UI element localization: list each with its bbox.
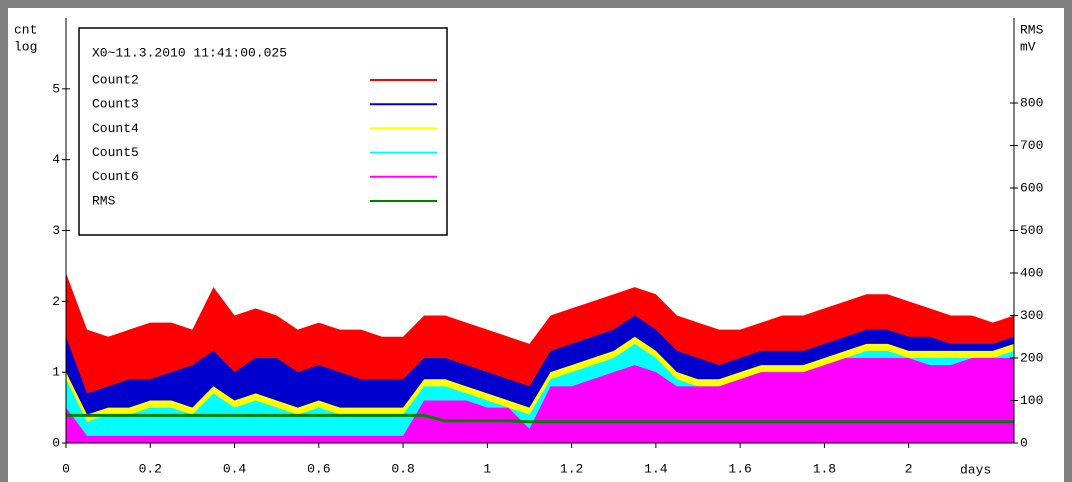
x-tick-label: 1.6 [728, 461, 751, 476]
rms-line [66, 413, 1014, 424]
y2-tick-label: 300 [1020, 308, 1043, 323]
legend-label: Count3 [92, 97, 139, 112]
legend-title: X0~11.3.2010 11:41:00.025 [92, 45, 287, 60]
legend: X0~11.3.2010 11:41:00.025 Count2 Count3 Co… [78, 27, 448, 236]
x-tick-label: 0.2 [139, 461, 162, 476]
y-label: cnt [14, 22, 37, 37]
legend-label: Count2 [92, 72, 139, 87]
x-tick-label: 0.4 [223, 461, 247, 476]
legend-label: Count4 [92, 121, 139, 136]
y2-tick-label: 600 [1020, 180, 1043, 195]
y-tick-label: 1 [52, 365, 60, 380]
x-tick-label: 1.2 [560, 461, 583, 476]
x-label: days [960, 462, 991, 477]
x-tick-label: 0 [62, 461, 70, 476]
y2-label: mV [1020, 39, 1036, 54]
y2-tick-label: 400 [1020, 265, 1043, 280]
y2-tick-label: 500 [1020, 223, 1043, 238]
x-tick-label: 1 [483, 461, 491, 476]
y2-tick-label: 700 [1020, 138, 1043, 153]
y-tick-label: 4 [52, 152, 60, 167]
y-label: log [14, 39, 37, 54]
legend-label: Count6 [92, 169, 139, 184]
y-tick-label: 5 [52, 81, 60, 96]
y2-tick-label: 0 [1020, 435, 1028, 450]
x-tick-label: 0.8 [391, 461, 414, 476]
legend-label: RMS [92, 193, 116, 208]
y2-tick-label: 200 [1020, 350, 1043, 365]
y2-tick-label: 100 [1020, 393, 1043, 408]
y-tick-label: 3 [52, 223, 60, 238]
legend-label: Count5 [92, 145, 139, 160]
y2-tick-label: 800 [1020, 95, 1043, 110]
x-tick-label: 0.6 [307, 461, 330, 476]
y2-label: RMS [1020, 22, 1044, 37]
axes: 0 1 2 3 4 5 0 100 200 300 400 500 600 700 800 0 0.2 0.4 0.… [52, 18, 1043, 476]
x-tick-label: 1.8 [813, 461, 836, 476]
areas [66, 273, 1014, 443]
y-tick-label: 0 [52, 435, 60, 450]
x-tick-label: 2 [905, 461, 913, 476]
x-tick-label: 1.4 [644, 461, 668, 476]
y-tick-label: 2 [52, 294, 60, 309]
